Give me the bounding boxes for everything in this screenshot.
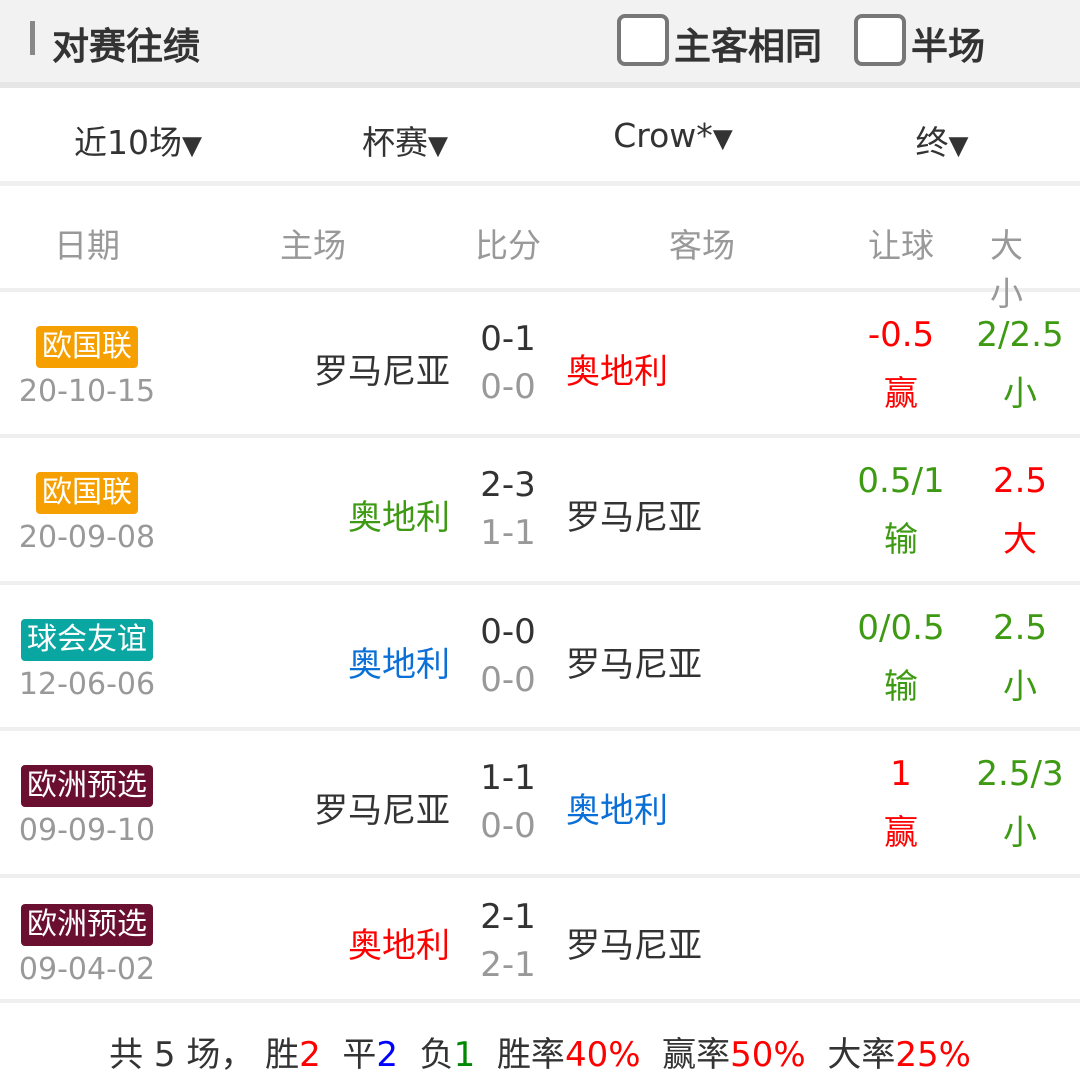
- half-time-score: 0-0: [480, 367, 536, 407]
- win-rate: 40%: [564, 1035, 641, 1075]
- dropdown-label: 终: [915, 123, 949, 162]
- away-team[interactable]: 罗马尼亚: [566, 498, 702, 538]
- handicap-result: 输: [884, 520, 918, 560]
- away-team[interactable]: 罗马尼亚: [566, 645, 702, 685]
- full-time-score: 0-1: [480, 319, 536, 359]
- bookmaker-dropdown[interactable]: Crow*▼: [613, 116, 733, 155]
- league-badge: 欧国联: [36, 472, 138, 514]
- over-under-line: 2/2.5: [976, 315, 1064, 355]
- half-time-label[interactable]: 半场: [911, 25, 985, 68]
- col-handicap: 让球: [868, 226, 934, 265]
- half-time-score: 2-1: [480, 945, 536, 985]
- dropdown-label: Crow*: [613, 116, 713, 155]
- col-score: 比分: [475, 226, 541, 265]
- section-header: 对赛往绩 主客相同 半场: [0, 0, 1080, 88]
- over-under-line: 2.5/3: [976, 754, 1064, 794]
- handicap-rate-label: 赢率: [662, 1035, 731, 1075]
- away-team[interactable]: 奥地利: [566, 352, 668, 392]
- match-date: 20-09-08: [18, 520, 156, 555]
- col-date: 日期: [54, 226, 120, 265]
- recent-matches-dropdown[interactable]: 近10场▼: [74, 116, 202, 164]
- win-rate-label: 胜率: [496, 1035, 565, 1075]
- match-date: 20-10-15: [18, 374, 156, 409]
- draw-label: 平: [342, 1035, 377, 1075]
- half-time-score: 0-0: [480, 660, 536, 700]
- over-rate-label: 大率: [827, 1035, 896, 1075]
- over-under-line: 2.5: [992, 608, 1048, 648]
- over-under-result: 小: [1003, 374, 1037, 414]
- home-team[interactable]: 罗马尼亚: [314, 352, 450, 392]
- same-home-away-label[interactable]: 主客相同: [674, 25, 822, 68]
- home-team[interactable]: 奥地利: [348, 498, 450, 538]
- win-count: 2: [299, 1035, 321, 1075]
- match-row[interactable]: 欧国联 20-10-15 罗马尼亚 0-1 0-0 奥地利 -0.5 赢 2/2.…: [0, 292, 1080, 438]
- full-time-score: 2-3: [480, 465, 536, 505]
- win-label: 胜: [265, 1035, 300, 1075]
- over-under-result: 小: [1003, 667, 1037, 707]
- match-row[interactable]: 欧洲预选 09-09-10 罗马尼亚 1-1 0-0 奥地利 1 赢 2.5/3 …: [0, 731, 1080, 878]
- loss-count: 1: [453, 1035, 476, 1075]
- odds-type-dropdown[interactable]: 终▼: [916, 116, 969, 164]
- handicap-line: 0/0.5: [857, 608, 945, 648]
- handicap-line: -0.5: [867, 315, 935, 355]
- match-date: 12-06-06: [18, 667, 156, 702]
- same-home-away-checkbox[interactable]: [617, 14, 669, 66]
- match-row[interactable]: 欧洲预选 09-04-02 奥地利 2-1 2-1 罗马尼亚: [0, 878, 1080, 1003]
- section-title: 对赛往绩: [52, 25, 200, 68]
- competition-dropdown[interactable]: 杯赛▼: [362, 116, 448, 164]
- match-date: 09-09-10: [18, 813, 156, 848]
- full-time-score: 1-1: [480, 758, 536, 798]
- handicap-result: 赢: [884, 813, 918, 853]
- home-team[interactable]: 罗马尼亚: [314, 791, 450, 831]
- half-time-score: 1-1: [480, 513, 536, 553]
- full-time-score: 0-0: [480, 612, 536, 652]
- match-date: 09-04-02: [18, 952, 156, 987]
- away-team[interactable]: 奥地利: [566, 791, 668, 831]
- total-label: 共 5 场，: [109, 1035, 255, 1075]
- over-under-line: 2.5: [992, 461, 1048, 501]
- over-under-result: 大: [1003, 520, 1037, 560]
- league-badge: 球会友谊: [21, 619, 153, 661]
- col-away: 客场: [669, 226, 735, 265]
- home-team[interactable]: 奥地利: [348, 645, 450, 685]
- dropdown-label: 杯赛: [362, 123, 428, 162]
- filter-bar: 近10场▼ 杯赛▼ Crow*▼ 终▼: [0, 94, 1080, 186]
- half-time-checkbox[interactable]: [854, 14, 906, 66]
- league-badge: 欧国联: [36, 326, 138, 368]
- match-row[interactable]: 球会友谊 12-06-06 奥地利 0-0 0-0 罗马尼亚 0/0.5 输 2.…: [0, 585, 1080, 731]
- summary-bar: 共 5 场， 胜2 平2 负1 胜率40% 赢率50% 大率25%: [0, 1003, 1080, 1083]
- match-row[interactable]: 欧国联 20-09-08 奥地利 2-3 1-1 罗马尼亚 0.5/1 输 2.5…: [0, 438, 1080, 585]
- loss-label: 负: [419, 1035, 454, 1075]
- caret-down-icon: ▼: [182, 131, 202, 161]
- away-team[interactable]: 罗马尼亚: [566, 926, 702, 966]
- league-badge: 欧洲预选: [21, 904, 153, 946]
- handicap-line: 0.5/1: [857, 461, 945, 501]
- full-time-score: 2-1: [480, 897, 536, 937]
- caret-down-icon: ▼: [428, 131, 448, 161]
- section-accent-bar: [30, 21, 35, 55]
- handicap-result: 输: [884, 667, 918, 707]
- table-header: 日期 主场 比分 客场 让球 大小: [0, 191, 1080, 313]
- league-badge: 欧洲预选: [21, 765, 153, 807]
- caret-down-icon: ▼: [712, 124, 733, 154]
- draw-count: 2: [376, 1035, 399, 1075]
- over-under-result: 小: [1003, 813, 1037, 853]
- handicap-result: 赢: [884, 374, 918, 414]
- half-time-score: 0-0: [480, 806, 536, 846]
- home-team[interactable]: 奥地利: [348, 926, 450, 966]
- handicap-rate: 50%: [730, 1035, 806, 1075]
- col-over-under: 大小: [990, 226, 1023, 313]
- dropdown-label: 近10场: [74, 123, 182, 162]
- over-rate: 25%: [895, 1035, 971, 1075]
- caret-down-icon: ▼: [948, 131, 969, 161]
- col-home: 主场: [280, 226, 346, 265]
- handicap-line: 1: [890, 754, 912, 794]
